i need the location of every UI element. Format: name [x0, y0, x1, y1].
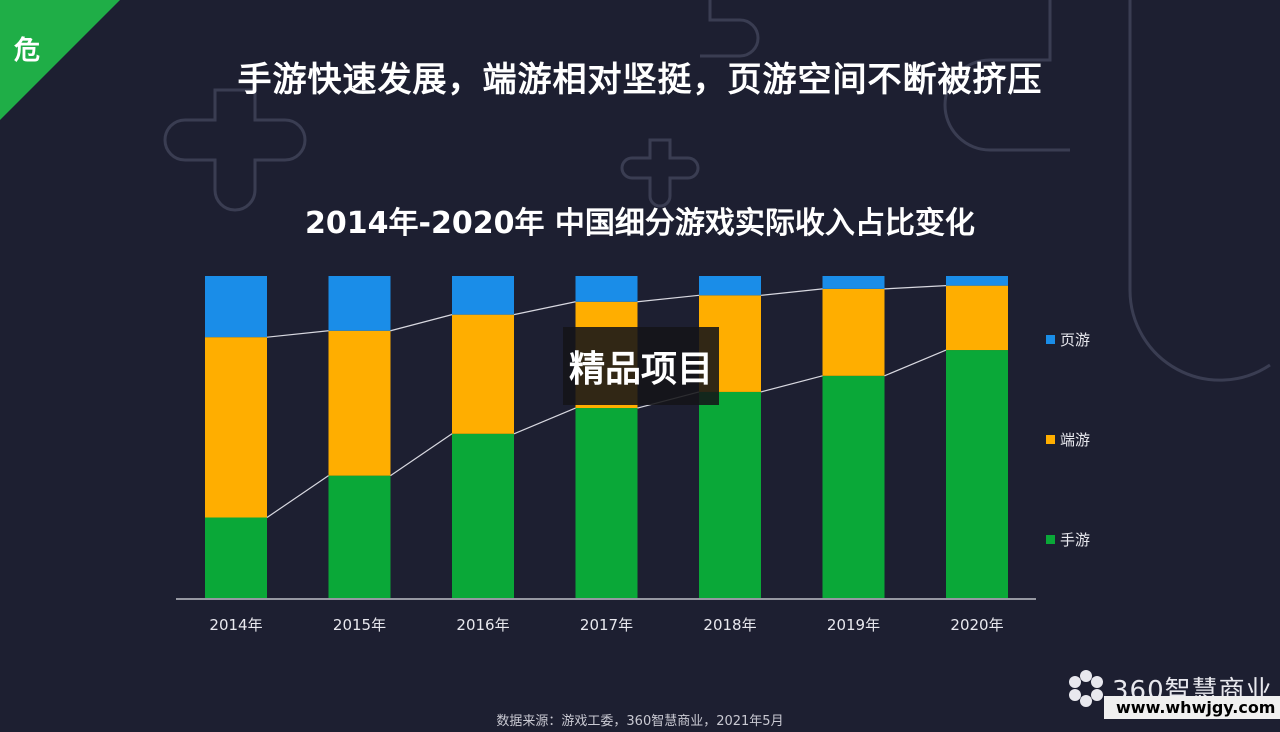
bar-手游-2016年: [452, 433, 514, 598]
bar-手游-2015年: [328, 475, 391, 598]
connector-line-端游: [760, 288, 823, 296]
legend-swatch-端游: [1046, 435, 1055, 444]
x-tick-label: 2019年: [827, 616, 880, 634]
bar-页游-2014年: [205, 276, 267, 338]
data-source-note: 数据来源：游戏工委，360智慧商业，2021年5月: [496, 714, 784, 729]
warning-badge: [0, 0, 120, 120]
bar-页游-2018年: [699, 276, 761, 296]
connector-line-手游: [513, 407, 576, 435]
connector-line-端游: [637, 294, 700, 303]
legend-label-页游: 页游: [1060, 331, 1090, 349]
bar-端游-2016年: [452, 314, 514, 434]
bar-端游-2020年: [946, 285, 1008, 351]
flower-logo-icon: [1069, 670, 1103, 707]
x-tick-label: 2018年: [703, 616, 756, 634]
bar-手游-2018年: [699, 391, 761, 598]
connector-line-手游: [760, 375, 823, 393]
bar-手游-2020年: [946, 350, 1008, 598]
warning-badge-text: 危: [14, 36, 41, 66]
connector-line-手游: [884, 349, 947, 377]
connector-line-端游: [266, 330, 329, 338]
bar-端游-2015年: [328, 330, 391, 476]
legend-swatch-页游: [1046, 335, 1055, 344]
x-tick-label: 2017年: [580, 616, 633, 634]
watermark-overlay: 精品项目: [563, 327, 719, 405]
connector-line-端游: [513, 301, 576, 316]
connector-line-端游: [390, 314, 453, 332]
bar-端游-2019年: [822, 288, 885, 376]
bar-端游-2014年: [205, 337, 267, 518]
legend-label-端游: 端游: [1060, 431, 1090, 449]
connector-line-手游: [390, 433, 453, 477]
legend-label-手游: 手游: [1060, 531, 1090, 549]
x-tick-label: 2015年: [333, 616, 386, 634]
bar-页游-2019年: [822, 276, 885, 289]
plus-shape-small: [620, 138, 700, 208]
plus-shape-top: [700, 0, 760, 58]
bar-手游-2017年: [575, 408, 638, 598]
bar-手游-2019年: [822, 375, 885, 598]
connector-line-手游: [266, 475, 329, 518]
connector-line-端游: [884, 285, 947, 290]
site-url: www.whwjgy.com: [1104, 696, 1280, 719]
plus-shape-large-left: [163, 88, 307, 212]
legend-swatch-手游: [1046, 535, 1055, 544]
bar-页游-2016年: [452, 276, 514, 315]
bar-页游-2015年: [328, 276, 391, 331]
chart-title: 2014年-2020年 中国细分游戏实际收入占比变化: [305, 206, 975, 241]
x-tick-label: 2014年: [209, 616, 262, 634]
bar-手游-2014年: [205, 517, 267, 598]
x-tick-label: 2016年: [456, 616, 509, 634]
x-tick-label: 2020年: [950, 616, 1003, 634]
bar-页游-2017年: [575, 276, 638, 302]
bar-页游-2020年: [946, 276, 1008, 286]
headline: 手游快速发展，端游相对坚挺，页游空间不断被挤压: [237, 60, 1043, 100]
plus-shape-large-right: [943, 0, 1271, 382]
